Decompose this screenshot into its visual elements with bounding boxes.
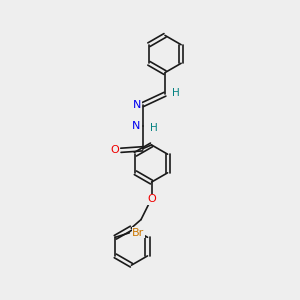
Text: O: O <box>110 145 119 155</box>
Text: Br: Br <box>132 228 145 238</box>
Text: N: N <box>132 121 140 131</box>
Text: H: H <box>172 88 179 98</box>
Text: N: N <box>133 100 141 110</box>
Text: O: O <box>147 194 156 204</box>
Text: H: H <box>150 123 158 133</box>
